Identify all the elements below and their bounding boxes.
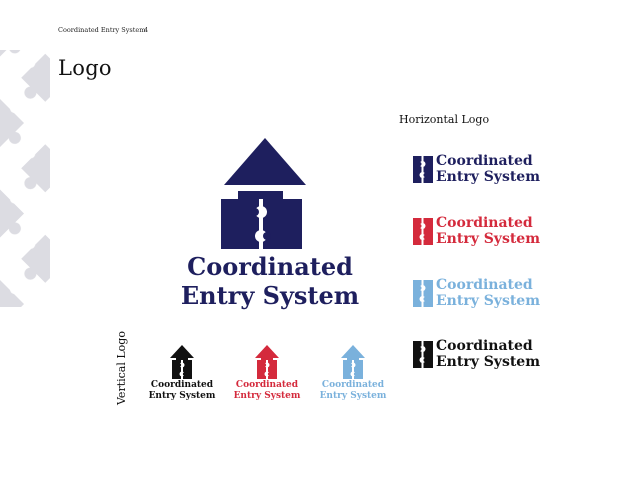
vertical-logo-red: Coordinated Entry System: [229, 344, 305, 404]
vertical-logo-line1: Coordinated: [150, 380, 214, 390]
main-logo-name: Coordinated Entry System: [150, 252, 390, 310]
vertical-logo-black: Coordinated Entry System: [144, 344, 220, 404]
puzzle-house-icon: [255, 345, 279, 379]
horizontal-logo-line1: Coordinated: [436, 277, 533, 293]
page-title: Logo: [58, 56, 112, 80]
horizontal-logo-red: Coordinated Entry System: [412, 215, 562, 249]
horizontal-logo-line1: Coordinated: [436, 153, 533, 169]
header-page-number: 4: [144, 26, 149, 34]
puzzle-block-icon: [413, 218, 433, 245]
main-logo-line1: Coordinated: [187, 252, 353, 281]
vertical-logo-line1: Coordinated: [321, 380, 385, 390]
vertical-logo-line2: Entry System: [233, 391, 301, 401]
vertical-logo-line2: Entry System: [319, 391, 387, 401]
horizontal-logo-line1: Coordinated: [436, 338, 533, 354]
header-strip: Coordinated Entry System 4: [0, 0, 478, 50]
main-logo: [160, 135, 382, 315]
content-panel: [50, 50, 621, 480]
puzzle-block-icon: [413, 280, 433, 307]
horizontal-logo-navy: Coordinated Entry System: [412, 153, 562, 187]
main-logo-line2: Entry System: [180, 281, 360, 310]
horizontal-logo-line1: Coordinated: [436, 215, 533, 231]
vertical-logo-heading: Vertical Logo: [115, 331, 128, 405]
puzzle-block-icon: [413, 341, 433, 368]
puzzle-block-icon: [413, 156, 433, 183]
vertical-logo-line1: Coordinated: [235, 380, 299, 390]
puzzle-house-icon: [170, 345, 194, 379]
horizontal-logo-line2: Entry System: [436, 354, 541, 370]
puzzle-house-icon: [341, 345, 365, 379]
horizontal-logo-black: Coordinated Entry System: [412, 338, 562, 372]
horizontal-logo-light-blue: Coordinated Entry System: [412, 277, 562, 311]
horizontal-logo-line2: Entry System: [436, 231, 541, 247]
vertical-logo-light-blue: Coordinated Entry System: [315, 344, 391, 404]
horizontal-logo-line2: Entry System: [436, 293, 541, 309]
header-doc-title: Coordinated Entry System: [58, 26, 146, 34]
vertical-logo-line2: Entry System: [148, 391, 216, 401]
horizontal-logo-heading: Horizontal Logo: [399, 113, 490, 126]
puzzle-house-icon: [221, 138, 306, 249]
horizontal-logo-line2: Entry System: [436, 169, 541, 185]
